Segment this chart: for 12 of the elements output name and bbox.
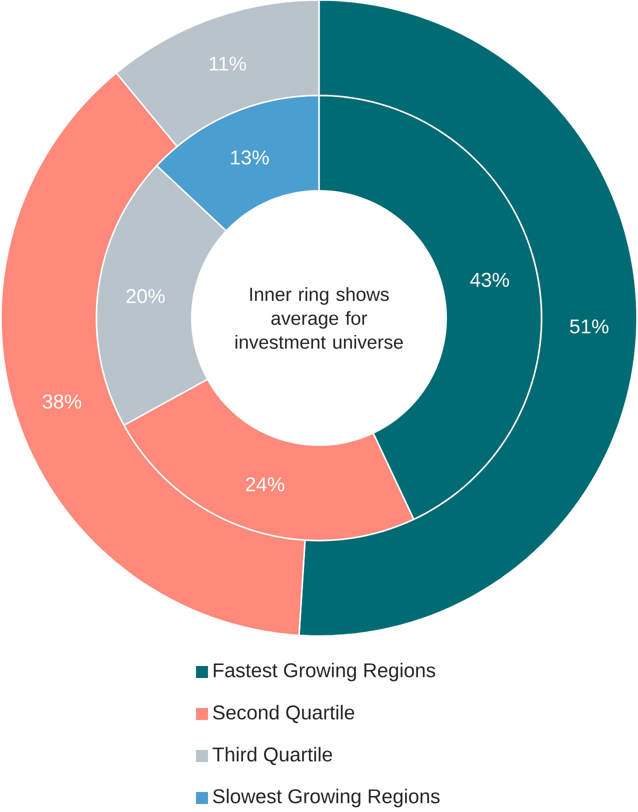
data-label: 51% (570, 319, 608, 334)
legend-label: Fastest Growing Regions (214, 662, 436, 682)
legend-label: Slowest Growing Regions (213, 788, 440, 808)
data-label: 43% (470, 272, 509, 287)
data-label: 38% (42, 394, 82, 409)
data-label: 24% (246, 477, 284, 492)
text: Inner ring shows average for investment universe (236, 287, 403, 349)
data-label: 13% (231, 150, 269, 165)
legend-label: Second Quartile (213, 704, 354, 724)
data-label: 20% (126, 289, 165, 304)
legend-label: Third Quartile (212, 746, 332, 766)
data-label: 11% (210, 56, 246, 71)
